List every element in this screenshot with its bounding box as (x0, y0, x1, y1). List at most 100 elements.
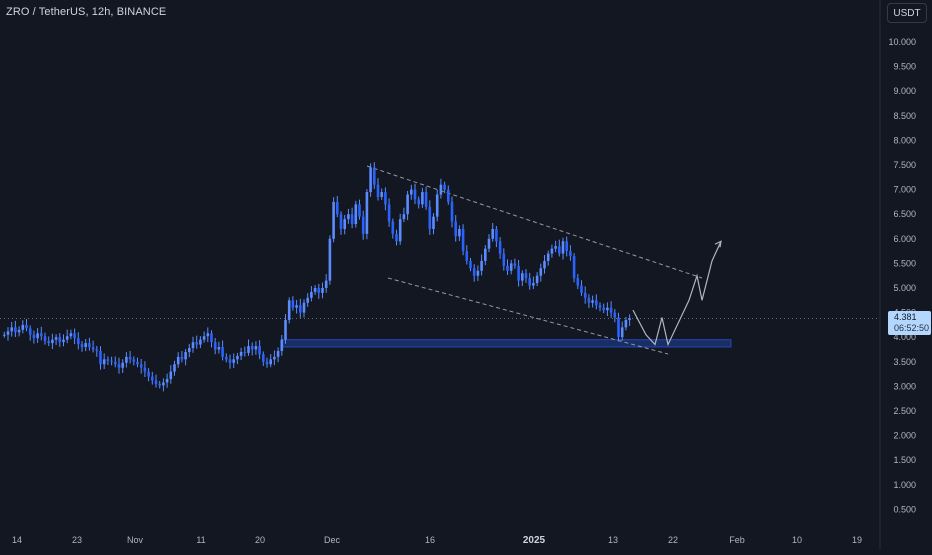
y-tick-label[interactable]: 8.000 (893, 135, 916, 145)
y-tick-label[interactable]: 7.000 (893, 185, 916, 195)
candle (25, 324, 28, 329)
candle (598, 305, 602, 308)
candle (106, 359, 110, 361)
candle (476, 270, 480, 276)
candle (188, 348, 191, 352)
candle (580, 285, 583, 293)
y-tick-label[interactable]: 3.500 (893, 357, 916, 367)
y-tick-label[interactable]: 0.500 (893, 504, 916, 514)
currency-button[interactable]: USDT (887, 3, 927, 23)
candle (502, 253, 506, 266)
x-tick-label[interactable]: 20 (255, 535, 265, 545)
x-tick-label[interactable]: Nov (127, 535, 144, 545)
candle (69, 333, 73, 337)
candle (328, 238, 332, 281)
projection-path[interactable] (632, 240, 722, 347)
candle (180, 356, 184, 360)
candle (32, 334, 36, 339)
candle (291, 300, 295, 308)
support-zone-rect[interactable] (281, 339, 732, 348)
candle (88, 343, 91, 348)
candle (558, 246, 561, 254)
candle (99, 350, 102, 365)
y-tick-label[interactable]: 5.000 (893, 283, 916, 293)
candle (258, 346, 261, 355)
projection-arrowhead[interactable] (714, 240, 722, 248)
candle (51, 339, 54, 344)
candle (236, 355, 239, 360)
support-zone[interactable] (281, 339, 732, 348)
candle (350, 214, 354, 225)
candle (613, 312, 617, 318)
candle (480, 260, 483, 271)
candle (154, 380, 158, 384)
x-axis-labels[interactable]: 14 23 Nov 11 20 Dec 16 2025 13 22 Feb 10 19 (12, 535, 862, 546)
candle (413, 189, 417, 200)
y-tick-label[interactable]: 2.500 (893, 406, 916, 416)
candle (284, 319, 287, 340)
candle (365, 192, 369, 234)
candle (432, 216, 435, 229)
candle (513, 263, 517, 266)
candle (528, 278, 531, 286)
candle (336, 201, 339, 215)
y-tick-label[interactable]: 9.500 (893, 62, 916, 72)
candle (343, 219, 346, 229)
y-tick-label[interactable]: 3.000 (893, 381, 916, 391)
x-tick-label[interactable]: 2025 (523, 535, 546, 546)
candle (469, 260, 472, 269)
y-tick-label[interactable]: 9.000 (893, 86, 916, 96)
y-tick-label[interactable]: 7.500 (893, 160, 916, 170)
candle (465, 251, 469, 261)
x-tick-label[interactable]: 11 (196, 535, 205, 545)
candle (165, 379, 169, 383)
y-tick-label[interactable]: 2.000 (893, 431, 916, 441)
candle (276, 350, 280, 357)
x-tick-label[interactable]: Dec (324, 535, 341, 545)
candle (125, 356, 128, 363)
candle (254, 346, 258, 350)
channel-lines[interactable] (366, 165, 703, 355)
y-tick-label[interactable]: 10.000 (888, 37, 916, 47)
candle (73, 333, 76, 339)
candle (158, 383, 161, 386)
candle (54, 337, 58, 340)
candle (454, 221, 457, 237)
y-tick-label[interactable]: 4.000 (893, 332, 916, 342)
channel-lower-line[interactable] (387, 277, 669, 355)
x-tick-label[interactable]: 13 (608, 535, 618, 545)
candle (139, 364, 143, 368)
candle (387, 204, 391, 222)
y-tick-label[interactable]: 6.000 (893, 234, 916, 244)
x-tick-label[interactable]: 10 (792, 535, 802, 545)
x-tick-label[interactable]: Feb (729, 535, 745, 545)
projection-line[interactable] (632, 241, 722, 347)
candle (17, 329, 21, 333)
y-tick-label[interactable]: 5.500 (893, 258, 916, 268)
candle (232, 359, 235, 363)
candle (539, 268, 543, 276)
y-tick-label[interactable]: 1.500 (893, 455, 916, 465)
x-tick-label[interactable]: 22 (668, 535, 678, 545)
candle (80, 344, 84, 348)
candle (43, 336, 47, 342)
y-tick-label[interactable]: 6.500 (893, 209, 916, 219)
y-tick-label[interactable]: 1.000 (893, 480, 916, 490)
candle (398, 219, 402, 242)
channel-upper-line[interactable] (366, 165, 703, 279)
y-tick-label[interactable]: 8.500 (893, 111, 916, 121)
y-axis-labels[interactable]: 10.000 9.500 9.000 8.500 8.000 7.500 7.000 6.50… (888, 37, 916, 514)
candle (487, 238, 491, 249)
x-tick-label[interactable]: 16 (425, 535, 435, 545)
candle (461, 228, 465, 252)
candle (250, 346, 254, 350)
x-tick-label[interactable]: 23 (72, 535, 82, 545)
candle (543, 260, 546, 269)
x-tick-label[interactable]: 19 (852, 535, 862, 545)
candle (202, 336, 206, 340)
symbol-legend[interactable]: ZRO / TetherUS, 12h, BINANCE (6, 6, 167, 18)
candle (217, 347, 221, 350)
x-tick-label[interactable]: 14 (12, 535, 22, 545)
